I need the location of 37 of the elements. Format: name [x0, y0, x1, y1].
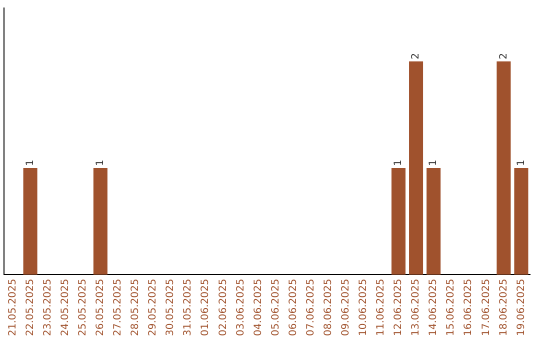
x-tick-label: 08.06.2025 — [322, 278, 334, 336]
data-label: 1 — [95, 160, 106, 166]
x-tick-label: 18.06.2025 — [498, 278, 510, 336]
x-tick-label: 17.06.2025 — [480, 278, 492, 336]
x-tick-label: 11.06.2025 — [376, 278, 387, 336]
x-tick-label: 02.06.2025 — [218, 278, 229, 336]
x-tick-label: 28.05.2025 — [130, 278, 142, 336]
x-tick-label: 24.05.2025 — [60, 278, 71, 336]
x-tick-label: 21.05.2025 — [7, 278, 18, 336]
x-tick-label: 03.06.2025 — [235, 278, 246, 336]
x-tick-label: 09.06.2025 — [340, 278, 352, 336]
x-tick-label: 19.06.2025 — [516, 278, 527, 336]
x-tick-label: 13.06.2025 — [410, 278, 422, 336]
x-tick-label: 26.05.2025 — [95, 278, 106, 336]
x-tick-label: 23.05.2025 — [42, 278, 54, 336]
x-tick-label: 31.05.2025 — [182, 278, 194, 336]
x-tick-label: 29.05.2025 — [148, 278, 159, 336]
data-label: 2 — [410, 52, 422, 60]
data-label: 1 — [428, 160, 440, 166]
x-tick-label: 07.06.2025 — [305, 278, 316, 336]
x-tick-label: 10.06.2025 — [358, 278, 370, 336]
data-label: 1 — [393, 160, 404, 166]
x-tick-label: 12.06.2025 — [393, 278, 404, 336]
x-tick-label: 25.05.2025 — [77, 278, 88, 336]
x-tick-label: 04.06.2025 — [252, 278, 264, 336]
x-tick-label: 01.06.2025 — [200, 278, 212, 336]
data-label: 1 — [24, 160, 36, 166]
x-tick-label: 14.06.2025 — [428, 278, 440, 336]
x-tick-label: 27.05.2025 — [112, 278, 124, 336]
x-tick-label: 16.06.2025 — [463, 278, 474, 336]
x-tick-label: 22.05.2025 — [24, 278, 36, 336]
x-tick-label: 30.05.2025 — [165, 278, 176, 336]
x-tick-label: 05.06.2025 — [270, 278, 282, 336]
data-label: 2 — [498, 52, 510, 60]
data-label: 1 — [516, 160, 527, 166]
x-tick-label: 06.06.2025 — [288, 278, 299, 336]
x-tick-label: 15.06.2025 — [446, 278, 457, 336]
